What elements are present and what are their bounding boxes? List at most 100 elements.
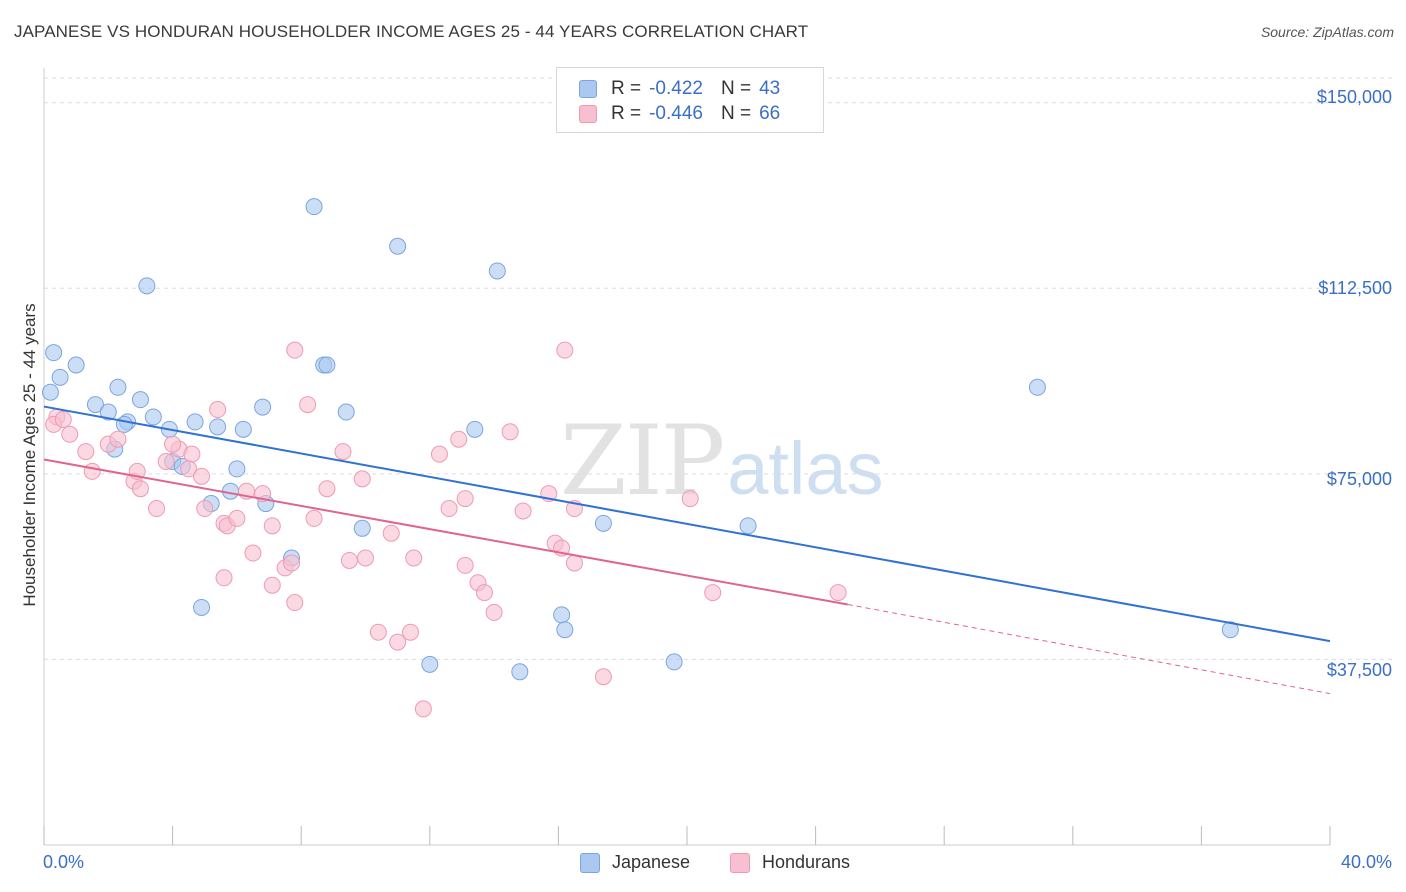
honduran-point	[565, 554, 583, 572]
honduran-point	[244, 544, 262, 562]
japanese-point	[594, 514, 612, 532]
honduran-point	[414, 700, 432, 718]
japanese-legend-swatch	[580, 852, 600, 873]
y-tick-label: $37,500	[1326, 660, 1392, 680]
japanese-point	[234, 420, 252, 438]
series-legend-japanese: Japanese	[580, 852, 690, 873]
honduran-point	[430, 445, 448, 463]
honduran-point	[263, 517, 281, 535]
honduran-point	[405, 549, 423, 567]
japanese-point	[488, 262, 506, 280]
japanese-point	[67, 356, 85, 374]
japanese-point	[553, 606, 571, 624]
japanese-point	[186, 413, 204, 431]
chart-title: JAPANESE VS HONDURAN HOUSEHOLDER INCOME …	[14, 22, 809, 41]
hondurans-legend-label: Hondurans	[762, 852, 851, 872]
honduran-point	[501, 423, 519, 441]
honduran-point	[77, 443, 95, 461]
honduran-point	[594, 668, 612, 686]
japanese-r-value: -0.422	[649, 78, 703, 99]
japanese-point	[389, 237, 407, 255]
honduran-point	[83, 462, 101, 480]
honduran-trend-line	[43, 458, 848, 606]
honduran-point	[402, 623, 420, 641]
honduran-point	[382, 524, 400, 542]
honduran-point	[369, 623, 387, 641]
japanese-point	[739, 517, 757, 535]
honduran-point	[148, 500, 166, 518]
japanese-point	[51, 368, 69, 386]
series-legend-hondurans: Hondurans	[730, 852, 850, 873]
honduran-point	[357, 549, 374, 567]
watermark-atlas: atlas	[727, 427, 884, 510]
n-label: N =	[720, 78, 752, 99]
hondurans-r-value: -0.446	[649, 103, 703, 124]
japanese-point	[45, 344, 63, 362]
japanese-point	[353, 519, 371, 537]
y-axis-label: Householder Income Ages 25 - 44 years	[20, 303, 39, 607]
honduran-point	[485, 603, 503, 621]
honduran-point	[299, 396, 317, 414]
hondurans-n-value: 66	[759, 103, 781, 124]
honduran-point	[340, 551, 358, 569]
r-label: R =	[611, 78, 642, 99]
honduran-point	[109, 430, 127, 448]
honduran-point	[704, 584, 722, 602]
honduran-point	[286, 594, 304, 612]
r-label: R =	[611, 103, 642, 124]
honduran-point	[681, 490, 699, 508]
japanese-point	[466, 420, 484, 438]
japanese-point	[511, 663, 529, 681]
japanese-legend-label: Japanese	[612, 852, 691, 872]
japanese-point	[193, 598, 211, 616]
japanese-point	[115, 415, 133, 433]
honduran-point	[475, 584, 493, 602]
source-credit: Source: ZipAtlas.com	[1260, 24, 1394, 40]
japanese-point	[556, 621, 574, 639]
honduran-point	[215, 569, 233, 587]
honduran-point	[829, 584, 847, 602]
honduran-point	[209, 401, 227, 419]
honduran-point	[456, 556, 474, 574]
y-tick-label: $150,000	[1316, 87, 1392, 107]
honduran-point	[61, 425, 79, 443]
honduran-point	[164, 435, 182, 453]
japanese-point	[109, 378, 127, 396]
honduran-point	[440, 500, 458, 518]
japanese-point	[1028, 378, 1046, 396]
stats-legend: R = -0.422 N = 43 R = -0.446 N = 66	[556, 67, 824, 133]
japanese-swatch	[579, 80, 597, 98]
honduran-point	[305, 509, 323, 527]
honduran-point	[131, 480, 149, 498]
japanese-point	[421, 655, 439, 673]
japanese-n-value: 43	[759, 78, 781, 99]
honduran-point	[196, 500, 214, 518]
honduran-point	[353, 470, 371, 488]
legend-row-japanese: R = -0.422 N = 43	[579, 78, 798, 100]
honduran-point	[157, 453, 175, 470]
honduran-point	[286, 341, 304, 359]
legend-row-hondurans: R = -0.446 N = 66	[579, 103, 798, 125]
y-tick-label: $75,000	[1326, 469, 1392, 489]
n-label: N =	[720, 103, 752, 124]
honduran-point	[180, 460, 198, 478]
japanese-point	[337, 403, 355, 421]
hondurans-swatch	[579, 105, 597, 123]
japanese-point	[41, 383, 59, 401]
x-tick-label-max: 40.0%	[1340, 852, 1392, 872]
japanese-point	[99, 403, 117, 421]
japanese-point	[228, 460, 246, 478]
honduran-point	[389, 633, 407, 651]
japanese-point	[131, 391, 149, 409]
honduran-point	[514, 502, 532, 520]
honduran-trend-extension	[847, 604, 1331, 695]
japanese-point	[138, 277, 156, 295]
honduran-point	[556, 341, 574, 359]
japanese-point	[1221, 621, 1239, 639]
hondurans-legend-swatch	[730, 852, 750, 873]
honduran-point	[283, 554, 301, 572]
honduran-point	[228, 509, 246, 527]
japanese-trend-line	[43, 405, 1331, 643]
honduran-point	[183, 445, 201, 463]
honduran-point	[450, 430, 468, 448]
